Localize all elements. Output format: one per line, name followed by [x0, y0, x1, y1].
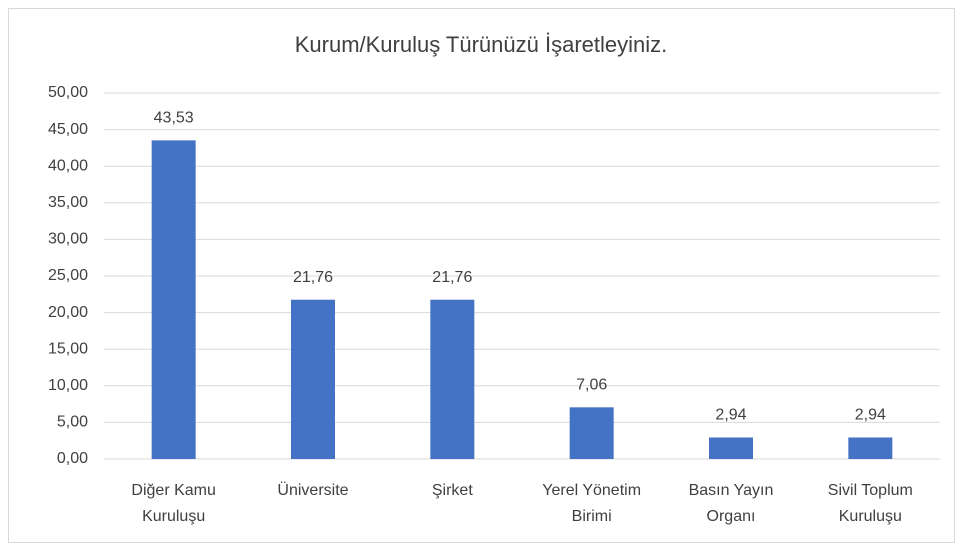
bar: [430, 299, 475, 459]
y-tick-label: 40,00: [48, 157, 88, 174]
bar: [151, 140, 196, 459]
y-tick-label: 20,00: [48, 304, 88, 321]
data-label: 7,06: [576, 377, 607, 394]
y-tick-label: 25,00: [48, 267, 88, 284]
x-tick-label: Sivil Toplum Kuruluşu: [827, 482, 913, 525]
data-label: 2,94: [855, 407, 886, 424]
data-label: 21,76: [293, 269, 333, 286]
y-tick-label: 15,00: [48, 340, 88, 357]
y-tick-label: 5,00: [57, 414, 88, 431]
y-tick-label: 50,00: [48, 84, 88, 101]
data-label: 43,53: [154, 110, 194, 127]
y-tick-label: 10,00: [48, 377, 88, 394]
x-tick-label: Basın Yayın Organı: [688, 482, 774, 525]
data-label: 21,76: [432, 269, 472, 286]
x-tick-label: Yerel Yönetim Birimi: [542, 482, 642, 525]
y-tick-label: 0,00: [57, 450, 88, 467]
bar: [709, 437, 753, 459]
bar: [291, 299, 335, 459]
chart-title: Kurum/Kuruluş Türünüzü İşaretleyiniz.: [295, 32, 668, 57]
x-tick-label: Diğer Kamu Kuruluşu: [131, 482, 216, 525]
bar: [569, 407, 614, 459]
x-tick-label: Üniversite: [277, 482, 349, 499]
bar: [848, 437, 893, 459]
data-label: 2,94: [715, 407, 746, 424]
y-tick-label: 35,00: [48, 194, 88, 211]
y-tick-label: 45,00: [48, 121, 88, 138]
y-tick-label: 30,00: [48, 231, 88, 248]
x-tick-label: Şirket: [431, 482, 473, 499]
